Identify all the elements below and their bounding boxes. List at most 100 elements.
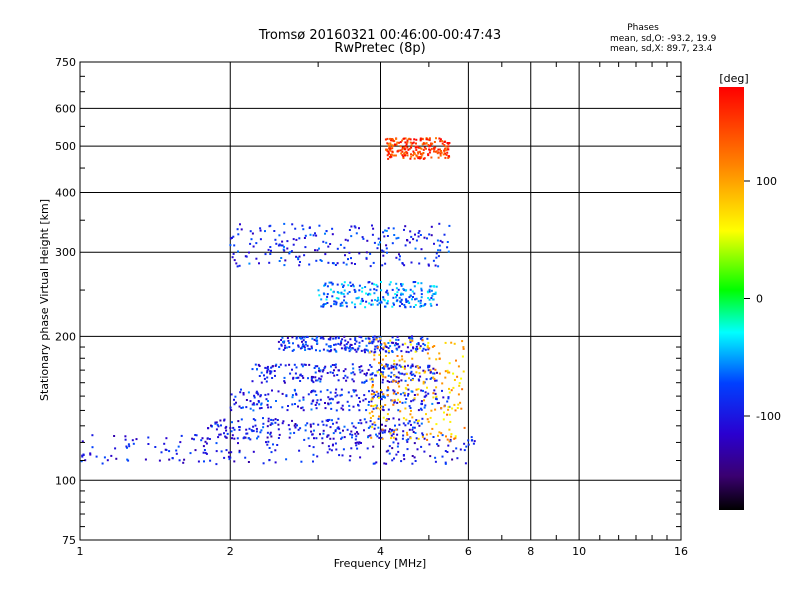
data-point <box>371 303 374 306</box>
data-point <box>376 435 379 438</box>
data-point <box>237 233 240 236</box>
data-point <box>398 418 401 421</box>
data-point <box>376 247 379 250</box>
data-point <box>230 451 233 454</box>
data-point <box>324 253 327 256</box>
data-point <box>300 407 303 410</box>
data-point <box>403 367 406 370</box>
data-point <box>377 392 380 395</box>
data-point <box>246 432 249 435</box>
data-point <box>361 339 364 342</box>
data-point <box>269 433 272 436</box>
data-point <box>396 355 399 357</box>
data-point <box>441 382 444 385</box>
data-point <box>205 442 208 445</box>
data-point <box>231 421 233 424</box>
data-point <box>391 147 394 150</box>
data-point <box>352 425 355 428</box>
data-point <box>390 371 393 374</box>
data-point <box>277 428 280 431</box>
data-point <box>387 386 389 389</box>
data-point <box>331 295 334 298</box>
data-point <box>295 366 298 369</box>
data-point <box>368 400 370 403</box>
data-point <box>336 247 339 250</box>
data-point <box>391 428 394 431</box>
data-point <box>371 410 374 413</box>
data-point <box>385 363 388 366</box>
data-point <box>284 347 286 350</box>
data-point <box>314 232 316 235</box>
data-point <box>440 432 443 435</box>
data-point <box>462 346 465 349</box>
data-point <box>364 286 367 288</box>
data-point <box>447 397 450 400</box>
data-point <box>417 343 420 346</box>
data-point <box>254 424 257 427</box>
data-point <box>276 444 279 446</box>
data-point <box>420 248 423 251</box>
data-point <box>237 420 240 423</box>
data-point <box>375 289 378 292</box>
data-point <box>396 401 399 404</box>
data-point <box>380 347 383 350</box>
data-point <box>402 155 405 158</box>
data-point <box>394 293 397 296</box>
data-point <box>303 345 306 348</box>
data-point <box>448 362 451 365</box>
data-point <box>324 303 327 305</box>
data-point <box>397 450 400 453</box>
data-point <box>387 408 390 411</box>
data-point <box>270 435 273 438</box>
data-point <box>302 376 305 379</box>
data-point <box>415 149 418 151</box>
data-point <box>329 243 332 245</box>
data-point <box>301 346 303 349</box>
data-point <box>321 336 324 339</box>
data-point <box>409 288 412 291</box>
data-point <box>281 392 284 395</box>
data-point <box>388 445 391 448</box>
data-point <box>200 439 203 442</box>
data-point <box>432 376 435 379</box>
data-point <box>355 350 358 353</box>
data-point <box>411 365 414 368</box>
data-point <box>385 450 388 453</box>
data-point <box>408 420 411 423</box>
data-point <box>438 357 441 360</box>
data-point <box>413 152 416 155</box>
data-point <box>443 233 446 236</box>
data-point <box>354 432 357 435</box>
data-point <box>379 300 382 303</box>
data-point <box>415 297 418 300</box>
data-point <box>316 249 319 252</box>
data-point <box>448 440 451 443</box>
data-point <box>384 138 387 141</box>
data-point <box>413 138 416 141</box>
data-point <box>377 237 380 240</box>
data-point <box>322 305 325 308</box>
data-point <box>396 294 398 297</box>
data-point <box>416 422 419 425</box>
data-point <box>370 400 373 403</box>
data-point <box>322 348 325 351</box>
data-point <box>428 151 431 154</box>
data-point <box>461 355 464 358</box>
data-point <box>397 376 400 379</box>
data-point <box>371 386 374 389</box>
data-point <box>259 394 262 397</box>
data-point <box>350 447 353 450</box>
data-point <box>365 348 368 351</box>
data-point <box>412 399 415 402</box>
data-point <box>205 452 208 455</box>
data-point <box>459 401 462 404</box>
data-point <box>374 299 377 301</box>
data-point <box>453 403 456 406</box>
data-point <box>350 344 353 346</box>
data-point <box>191 437 194 440</box>
data-point <box>315 407 318 410</box>
data-point <box>283 264 286 267</box>
data-point <box>368 292 371 295</box>
data-point <box>422 380 425 383</box>
data-point <box>432 259 435 262</box>
